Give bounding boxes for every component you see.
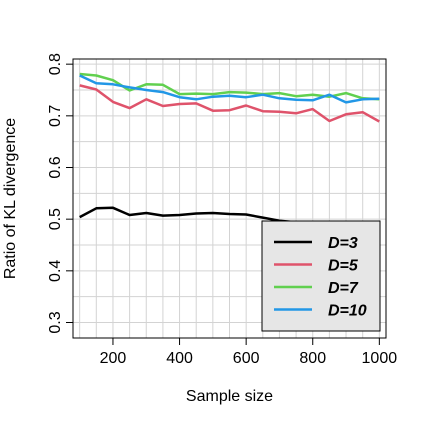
series-line-3 (79, 72, 380, 101)
y-tick-label: 0.8 (47, 53, 64, 75)
legend-entry: D=10 (328, 303, 367, 320)
series-line-2 (79, 84, 380, 123)
y-tick-label: 0.4 (47, 260, 64, 282)
y-axis: 0.3 0.4 0.5 0.6 0.7 0.8 (47, 53, 73, 334)
x-tick-label: 600 (233, 350, 260, 367)
x-tick-label: 800 (299, 350, 326, 367)
x-tick-label: 400 (166, 350, 193, 367)
y-tick-label: 0.7 (47, 105, 64, 127)
legend-entry: D=5 (328, 258, 359, 275)
plot-frame (72, 58, 387, 339)
legend-box (261, 220, 381, 332)
x-axis-label: Sample size (186, 388, 273, 405)
y-tick-label: 0.5 (47, 208, 64, 230)
x-tick-label: 200 (100, 350, 127, 367)
x-axis: 200 400 600 800 1000 (100, 338, 398, 367)
legend-entry: D=7 (328, 280, 359, 297)
x-tick-label: 1000 (362, 350, 398, 367)
y-tick-label: 0.3 (47, 311, 64, 333)
y-axis-label: Ratio of KL divergence (2, 118, 19, 279)
legend-entry: D=3 (328, 235, 358, 252)
y-tick-label: 0.6 (47, 156, 64, 178)
legend: D=3 D=5 D=7 D=10 (261, 220, 381, 332)
series-line-4 (79, 74, 380, 104)
